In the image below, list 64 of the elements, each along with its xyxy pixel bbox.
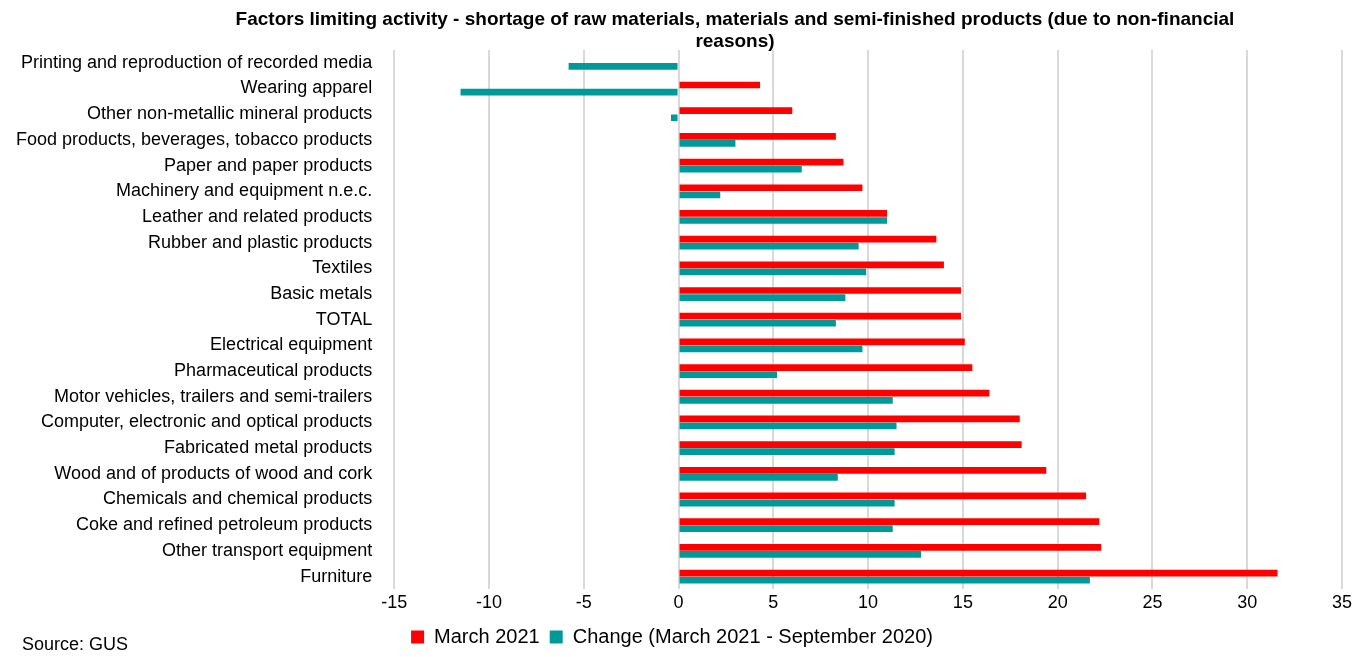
x-tick-label: 25 [1142,592,1163,613]
bar [679,107,793,115]
y-tick-label: Chemicals and chemical products [103,488,373,509]
y-tick-label: Leather and related products [142,205,373,226]
y-tick-label: Basic metals [270,282,373,303]
bar [679,319,836,327]
y-tick-label: Other transport equipment [162,539,373,560]
bar [679,551,922,558]
bar [679,312,961,320]
legend-label: March 2021 [434,624,540,647]
y-tick-label: Printing and reproduction of recorded media [20,51,374,72]
bar [679,473,838,481]
bar [679,242,859,250]
y-tick-label: Textiles [312,257,373,278]
bar [679,448,895,456]
y-tick-label: Fabricated metal products [164,437,373,458]
x-tick-label: 30 [1237,592,1258,613]
bar [670,114,678,122]
y-tick-label: Rubber and plastic products [148,231,373,252]
x-tick-label: -10 [475,592,502,613]
y-tick-label: TOTAL [315,308,373,329]
bar [679,294,846,301]
bar [679,338,965,346]
y-tick-label: Coke and refined petroleum products [76,514,373,535]
x-tick-label: 35 [1331,592,1353,613]
bar [679,184,863,192]
bar [568,63,678,70]
bar [679,518,1100,526]
bar [679,364,973,371]
source-note: Source: GUS [22,634,129,655]
y-tick-label: Other non-metallic mineral products [87,103,373,124]
y-tick-label: Computer, electronic and optical products [41,411,373,432]
bar [679,217,888,224]
y-tick-label: Wearing apparel [240,77,373,98]
y-tick-label: Paper and paper products [164,154,373,175]
chart-title: Factors limiting activity - shortage of raw materials, materials and semi-finished products (due to non-financial reasons) [234,8,1236,52]
x-tick-label: -5 [575,592,592,613]
bar [679,441,1022,448]
bar [679,525,893,533]
y-tick-label: Wood and of products of wood and cork [54,462,374,483]
y-tick-label: Furniture [300,565,373,586]
bar [679,140,736,147]
y-tick-label: Electrical equipment [210,334,373,355]
x-tick-label: 0 [673,592,684,613]
bar [679,389,990,397]
bar [679,191,721,199]
bar [679,287,961,294]
bar [679,543,1102,551]
y-tick-label: Machinery and equipment n.e.c. [116,180,373,201]
legend-label: Change (March 2021 - September 2020) [572,624,933,647]
y-tick-label: Food products, beverages, tobacco products [15,128,373,149]
x-tick-label: 5 [768,592,779,613]
bar [679,371,778,378]
bar [679,210,888,217]
bar [679,261,944,269]
bar [679,133,836,140]
bar [679,396,893,404]
bar [679,466,1047,474]
x-tick-label: -15 [381,592,408,613]
y-tick-label: Pharmaceutical products [174,360,373,381]
x-tick-label: 10 [858,592,879,613]
x-tick-label: 20 [1047,592,1068,613]
y-tick-label: Motor vehicles, trailers and semi-trailers [54,385,373,406]
x-tick-label: 15 [952,592,973,613]
